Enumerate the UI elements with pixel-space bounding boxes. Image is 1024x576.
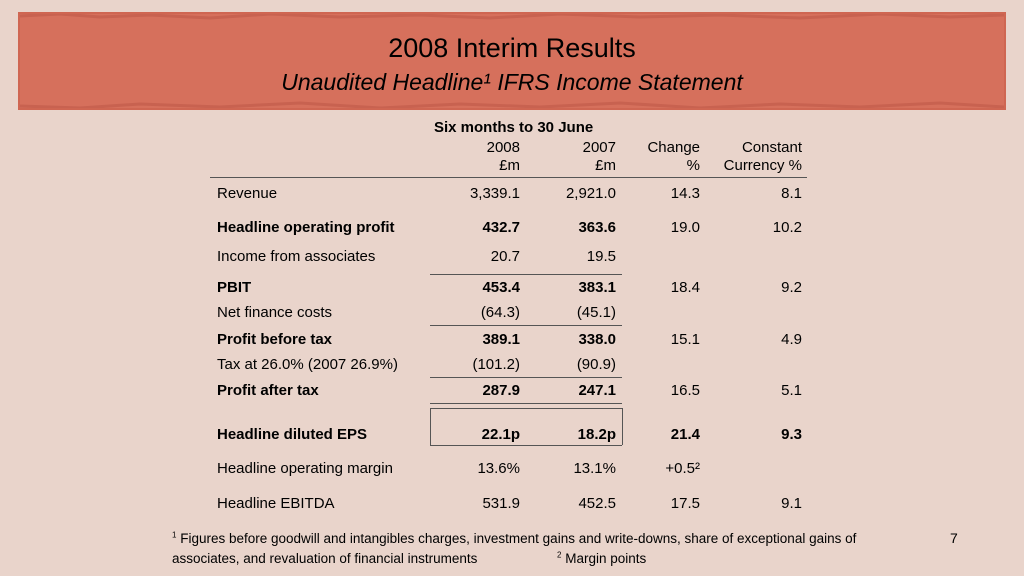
footnote-2: 2 Margin points [557, 549, 646, 569]
row-label: Income from associates [217, 248, 376, 265]
row-label: Revenue [217, 185, 278, 202]
row-label: Tax at 26.0% (2007 26.9%) [217, 356, 398, 373]
page-title: 2008 Interim Results [388, 33, 636, 63]
row-change: 21.4 [670, 426, 700, 443]
row-value-2007: 452.5 [578, 495, 616, 512]
row-value-2008: 453.4 [482, 279, 520, 296]
row-change: 16.5 [670, 382, 700, 399]
row-label: PBIT [217, 279, 252, 296]
row-change: +0.5² [665, 460, 700, 477]
total-rule [430, 403, 622, 404]
row-label: Headline operating profit [217, 219, 395, 236]
row-value-2007: 18.2p [577, 426, 616, 443]
col-2007-unit: £m [595, 157, 616, 174]
col-change-label: Change [647, 139, 700, 156]
footnote-1-cont: associates, and revaluation of financial… [172, 549, 477, 569]
subtotal-rule [430, 325, 622, 326]
row-value-2007: 2,921.0 [565, 185, 616, 202]
row-change: 17.5 [670, 495, 700, 512]
row-value-2008: 20.7 [490, 248, 520, 265]
row-value-2008: 3,339.1 [469, 185, 520, 202]
row-constant-currency: 9.2 [781, 279, 802, 296]
eps-box-right [622, 408, 623, 445]
page-number: 7 [950, 530, 958, 546]
footnote-2-text: Margin points [565, 551, 647, 566]
eps-box-bottom [430, 445, 622, 446]
col-cc-label: Constant [741, 139, 802, 156]
group-header: Six months to 30 June [434, 119, 594, 136]
row-value-2007: 363.6 [578, 219, 616, 236]
col-2008-unit: £m [499, 157, 520, 174]
row-constant-currency: 9.3 [781, 426, 802, 443]
row-value-2008: 389.1 [482, 331, 520, 348]
row-value-2008: 22.1p [481, 426, 520, 443]
footnote-1-text-a: Figures before goodwill and intangibles … [180, 531, 857, 546]
footnote-1: 1 Figures before goodwill and intangible… [172, 529, 856, 549]
row-constant-currency: 10.2 [772, 219, 802, 236]
row-change: 15.1 [670, 331, 700, 348]
row-change: 18.4 [670, 279, 700, 296]
row-label: Profit after tax [217, 382, 319, 399]
footnote-1-marker: 1 [172, 530, 177, 540]
row-value-2007: 13.1% [573, 460, 616, 477]
row-value-2008: 432.7 [482, 219, 520, 236]
subtotal-rule [430, 377, 622, 378]
row-value-2007: 338.0 [578, 331, 616, 348]
row-value-2007: 383.1 [578, 279, 616, 296]
col-2008-year: 2008 [486, 139, 520, 156]
row-value-2008: 287.9 [482, 382, 520, 399]
row-value-2008: (64.3) [480, 304, 520, 321]
row-value-2007: 19.5 [586, 248, 616, 265]
col-change-unit: % [686, 157, 700, 174]
header-rule [210, 177, 807, 178]
row-value-2008: 531.9 [482, 495, 520, 512]
row-label: Profit before tax [217, 331, 333, 348]
col-2007-year: 2007 [582, 139, 616, 156]
row-constant-currency: 9.1 [781, 495, 802, 512]
row-value-2008: 13.6% [477, 460, 520, 477]
row-constant-currency: 4.9 [781, 331, 802, 348]
row-label: Headline operating margin [217, 460, 393, 477]
eps-box-top [430, 408, 622, 409]
row-label: Headline EBITDA [217, 495, 335, 512]
footnote-2-marker: 2 [557, 550, 562, 560]
row-value-2007: (90.9) [576, 356, 616, 373]
eps-box-left [430, 408, 431, 445]
title-banner [20, 14, 1004, 108]
row-label: Headline diluted EPS [217, 426, 368, 443]
row-change: 14.3 [670, 185, 700, 202]
row-value-2007: 247.1 [578, 382, 616, 399]
page-subtitle: Unaudited Headline¹ IFRS Income Statemen… [281, 69, 743, 95]
footnote-1-text-b: associates, and revaluation of financial… [172, 551, 478, 566]
torn-paper-edge [20, 14, 1004, 108]
row-label: Net finance costs [217, 304, 333, 321]
row-constant-currency: 5.1 [781, 382, 802, 399]
row-change: 19.0 [670, 219, 700, 236]
row-value-2008: (101.2) [472, 356, 520, 373]
row-constant-currency: 8.1 [781, 185, 802, 202]
col-cc-unit: Currency % [723, 157, 802, 174]
row-value-2007: (45.1) [576, 304, 616, 321]
subtotal-rule [430, 274, 622, 275]
